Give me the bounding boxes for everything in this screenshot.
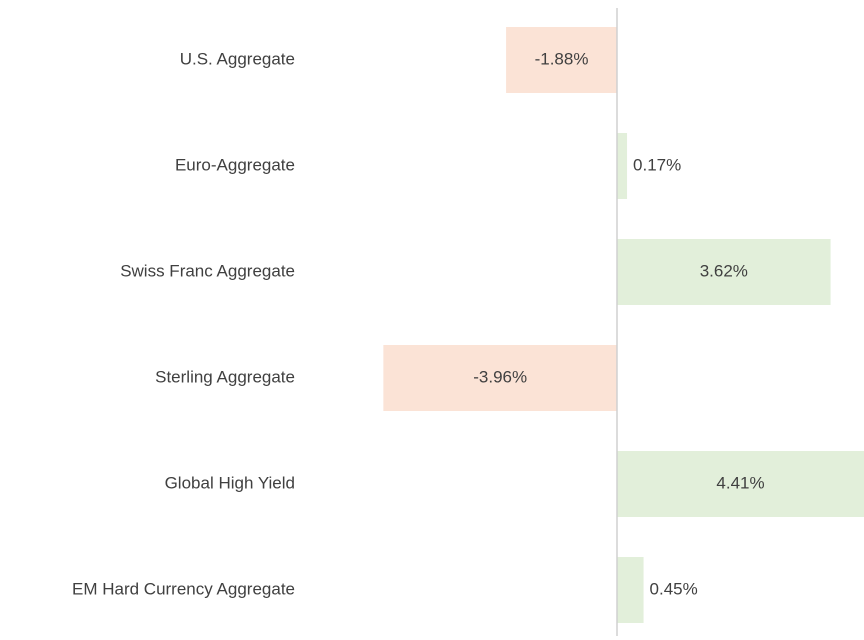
category-label: U.S. Aggregate [180, 49, 295, 68]
bar [617, 133, 628, 199]
bar [506, 27, 617, 93]
bar [617, 239, 831, 305]
value-label: 4.41% [716, 473, 764, 492]
bar [617, 557, 644, 623]
value-label: -1.88% [535, 49, 589, 68]
value-label: -3.96% [473, 367, 527, 386]
category-label: EM Hard Currency Aggregate [72, 579, 295, 598]
bar [617, 451, 864, 517]
category-label: Swiss Franc Aggregate [120, 261, 295, 280]
category-label: Euro-Aggregate [175, 155, 295, 174]
value-label: 3.62% [700, 261, 748, 280]
value-label: 0.17% [633, 155, 681, 174]
value-label: 0.45% [650, 579, 698, 598]
category-label: Sterling Aggregate [155, 367, 295, 386]
category-label: Global High Yield [165, 473, 295, 492]
bar [383, 345, 617, 411]
